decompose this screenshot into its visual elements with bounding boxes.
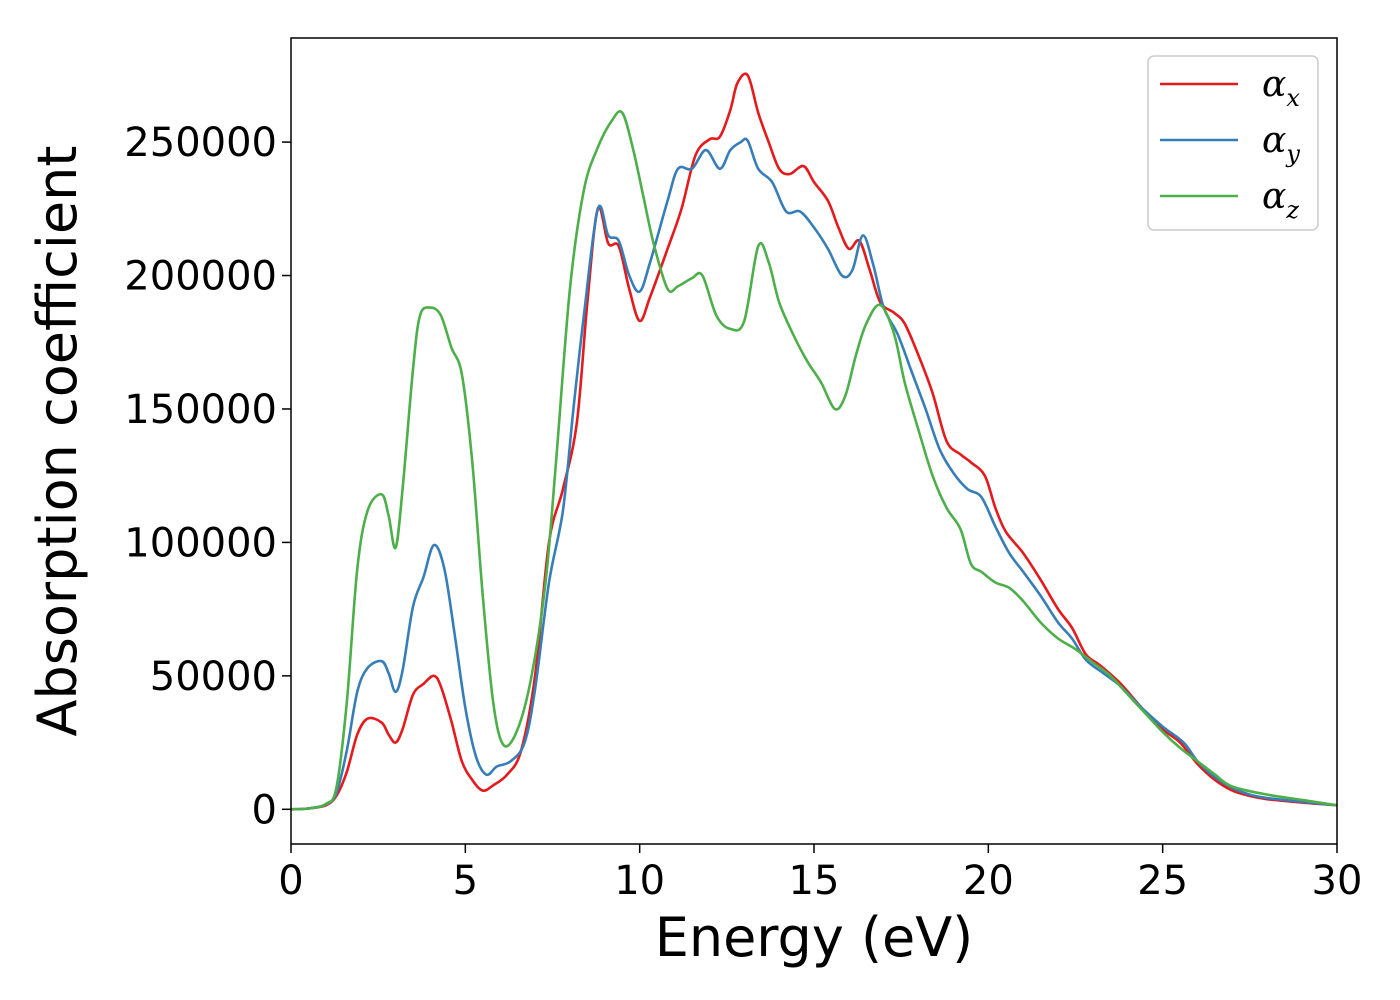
x-tick-label: 0 xyxy=(278,858,303,904)
x-axis-label: Energy (eV) xyxy=(655,906,974,969)
legend-symbol: α xyxy=(1262,120,1286,161)
x-tick-label: 30 xyxy=(1312,858,1363,904)
series-line-alpha-y xyxy=(291,137,1337,811)
y-tick-label: 200000 xyxy=(124,254,277,300)
legend-subscript: z xyxy=(1285,196,1299,224)
y-tick-label: 100000 xyxy=(124,520,277,566)
legend-symbol: α xyxy=(1262,64,1286,105)
y-axis-label: Absorption coefficient xyxy=(26,146,89,737)
x-tick-label: 20 xyxy=(963,858,1014,904)
y-tick-label: 150000 xyxy=(124,387,277,433)
x-tick-label: 5 xyxy=(453,858,478,904)
x-axis-ticks: 0 5 10 15 20 25 30 xyxy=(278,844,1362,904)
y-axis-ticks: 0 50000 100000 150000 200000 250000 xyxy=(124,120,291,833)
legend-subscript: x xyxy=(1286,84,1300,112)
x-tick-label: 25 xyxy=(1137,858,1188,904)
legend-label-alpha-y: αy xyxy=(1262,120,1300,168)
y-tick-label: 250000 xyxy=(124,120,277,166)
legend-subscript: y xyxy=(1285,140,1300,168)
legend-label-alpha-z: αz xyxy=(1262,176,1299,224)
x-tick-label: 10 xyxy=(614,858,665,904)
x-tick-label: 15 xyxy=(789,858,840,904)
legend-symbol: α xyxy=(1262,176,1286,217)
series-layer xyxy=(291,72,1337,811)
series-line-alpha-z xyxy=(291,110,1337,811)
y-tick-label: 0 xyxy=(252,787,277,833)
series-line-alpha-x xyxy=(291,72,1337,811)
legend-label-alpha-x: αx xyxy=(1262,64,1300,112)
legend-frame xyxy=(1147,55,1319,231)
y-tick-label: 50000 xyxy=(150,654,277,700)
